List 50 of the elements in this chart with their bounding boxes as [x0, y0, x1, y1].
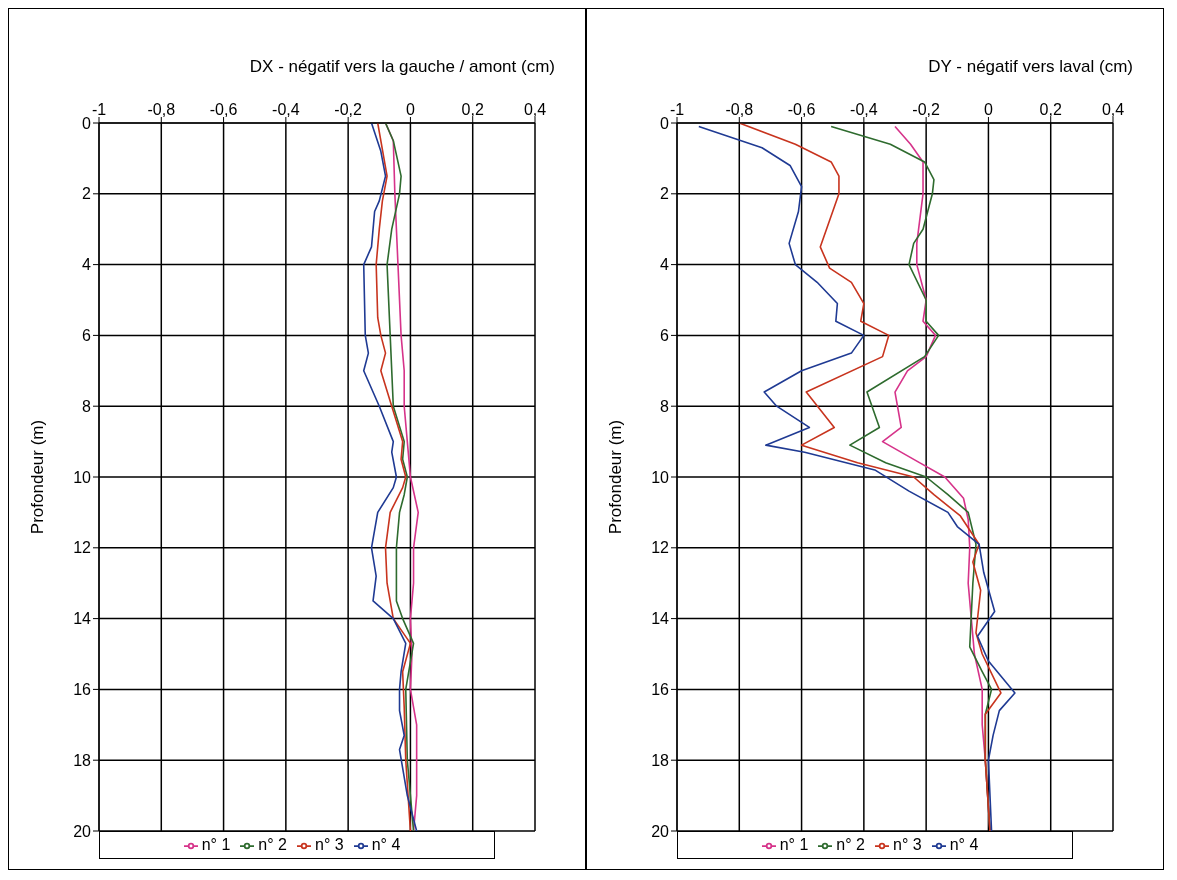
y-tick-label: 6 [82, 327, 92, 345]
y-tick-label: 6 [660, 327, 670, 345]
legend-label: n° 4 [371, 836, 401, 853]
y-tick-label: 10 [73, 468, 92, 486]
y-tick-label: 0 [660, 114, 670, 132]
x-tick-label: -0,8 [147, 101, 176, 118]
y-tick-label: 16 [73, 681, 92, 699]
y-tick-label: 8 [82, 397, 92, 415]
legend-label: n° 4 [949, 836, 979, 853]
x-tick-label: -0,6 [209, 101, 238, 118]
y-tick-label: 18 [73, 751, 92, 769]
y-tick-label: 4 [660, 256, 670, 274]
y-tick-label: 0 [82, 114, 92, 132]
x-tick-label: 0,2 [461, 101, 484, 118]
legend-label: n° 1 [201, 836, 231, 853]
legend-label: n° 3 [893, 836, 922, 853]
y-tick-label: 14 [651, 610, 670, 628]
y-axis-title: Profondeur (m) [606, 419, 626, 535]
x-tick-label: 0,4 [1101, 101, 1125, 118]
x-axis-title: DY - négatif vers laval (cm) [928, 57, 1133, 77]
y-tick-label: 12 [651, 539, 670, 557]
x-tick-label: -0,8 [725, 101, 754, 118]
x-tick-label: -0,4 [272, 101, 300, 118]
x-tick-label: 0,4 [523, 101, 547, 118]
x-tick-label: -1 [91, 101, 107, 118]
x-tick-label: -0,2 [912, 101, 941, 118]
y-tick-label: 18 [651, 751, 670, 769]
x-tick-label: -0,2 [334, 101, 363, 118]
y-tick-label: 14 [73, 610, 92, 628]
y-axis-title: Profondeur (m) [28, 419, 48, 535]
y-tick-label: 2 [660, 185, 670, 203]
y-tick-label: 12 [73, 539, 92, 557]
legend-label: n° 2 [836, 836, 865, 853]
x-tick-label: 0 [983, 101, 993, 118]
x-tick-label: -0,4 [850, 101, 878, 118]
x-axis-title: DX - négatif vers la gauche / amont (cm) [249, 57, 555, 77]
legend-label: n° 2 [258, 836, 287, 853]
x-tick-label: -1 [669, 101, 685, 118]
y-tick-label: 20 [651, 822, 670, 840]
y-tick-label: 8 [660, 397, 670, 415]
x-tick-label: 0 [405, 101, 415, 118]
x-tick-label: 0,2 [1039, 101, 1062, 118]
x-tick-label: -0,6 [787, 101, 816, 118]
legend-label: n° 1 [779, 836, 809, 853]
y-tick-label: 10 [651, 468, 670, 486]
y-tick-label: 20 [73, 822, 92, 840]
y-tick-label: 2 [82, 185, 92, 203]
y-tick-label: 16 [651, 681, 670, 699]
y-tick-label: 4 [82, 256, 92, 274]
legend-label: n° 3 [315, 836, 344, 853]
